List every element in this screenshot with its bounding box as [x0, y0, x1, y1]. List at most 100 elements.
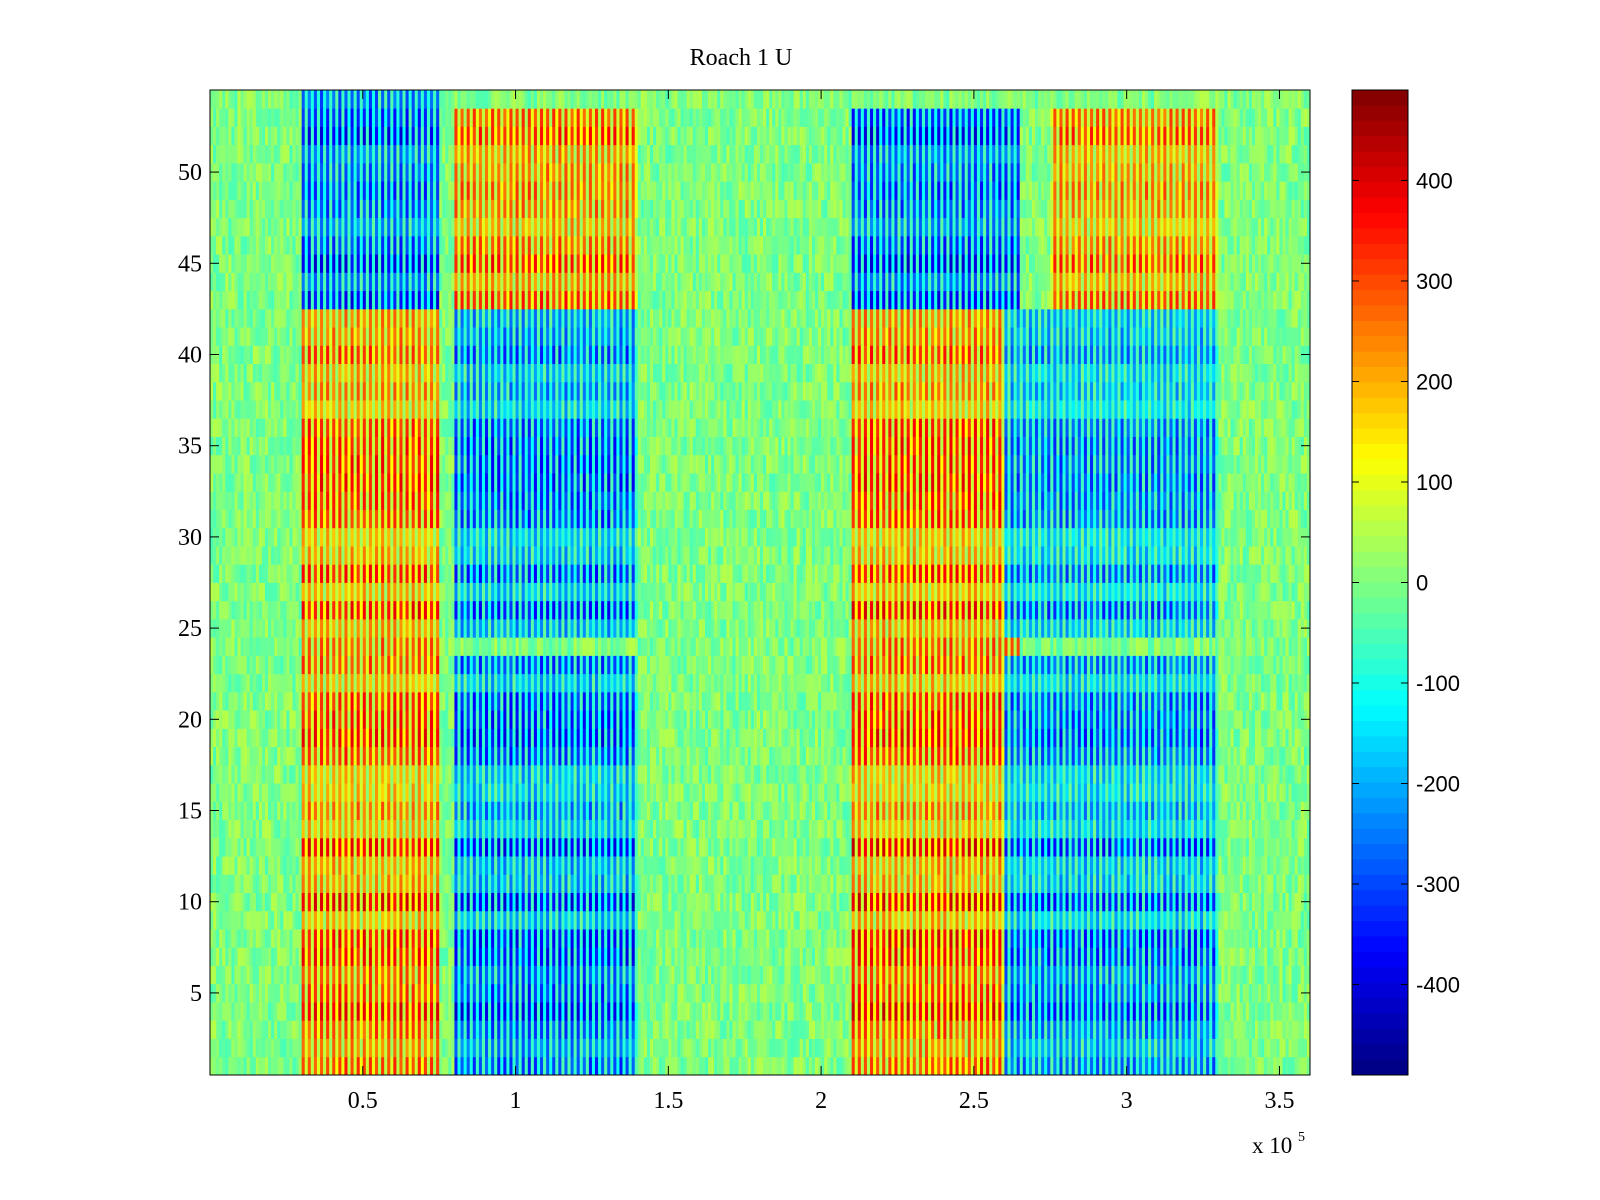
heatmap-cell: [228, 947, 232, 966]
heatmap-cell: [842, 874, 846, 893]
heatmap-cell: [359, 1056, 364, 1076]
heatmap-cell: [607, 819, 611, 839]
chart-title: Roach 1 U: [690, 45, 793, 71]
heatmap-cell: [420, 819, 425, 839]
heatmap-cell: [992, 1020, 996, 1039]
heatmap-cell: [1068, 837, 1073, 857]
heatmap-cell: [698, 910, 703, 930]
heatmap-cell: [1270, 856, 1274, 875]
heatmap-cell: [356, 874, 361, 893]
heatmap-cell: [683, 1038, 688, 1058]
heatmap-cell: [1007, 856, 1011, 875]
heatmap-cell: [237, 1002, 241, 1021]
heatmap-cell: [796, 1038, 801, 1058]
heatmap-cell: [515, 929, 520, 948]
heatmap-cell: [735, 965, 740, 985]
heatmap-cell: [1114, 965, 1118, 985]
heatmap-cell: [1080, 1020, 1085, 1039]
heatmap-cell: [1221, 1038, 1225, 1058]
heatmap-cell: [662, 1020, 666, 1039]
heatmap-cell: [231, 892, 235, 912]
heatmap-cell: [882, 1020, 886, 1039]
heatmap-cell: [457, 910, 461, 930]
heatmap-cell: [1065, 1056, 1070, 1076]
heatmap-cell: [821, 819, 825, 839]
heatmap-cell: [430, 1038, 434, 1058]
heatmap-cell: [399, 965, 403, 985]
heatmap-cell: [573, 1038, 578, 1058]
heatmap-cell: [1273, 965, 1277, 985]
heatmap-cell: [445, 1020, 449, 1039]
heatmap-cell: [662, 983, 666, 1003]
heatmap-cell: [879, 947, 883, 966]
heatmap-cell: [228, 819, 232, 839]
heatmap-cell: [210, 929, 214, 948]
heatmap-cell: [1270, 947, 1274, 966]
heatmap-cell: [1135, 929, 1140, 948]
heatmap-cell: [268, 1056, 272, 1076]
heatmap-cell: [808, 1020, 813, 1039]
heatmap-cell: [894, 947, 898, 966]
heatmap-cell: [368, 929, 373, 948]
heatmap-cell: [705, 856, 709, 875]
heatmap-cell: [1196, 837, 1201, 857]
heatmap-cell: [344, 1056, 348, 1076]
heatmap-cell: [1163, 983, 1167, 1003]
heatmap-cell: [897, 892, 901, 912]
heatmap-cell: [656, 1038, 660, 1058]
heatmap-cell: [316, 947, 321, 966]
heatmap-cell: [756, 1002, 761, 1021]
heatmap-cell: [417, 856, 422, 875]
heatmap-cell: [579, 837, 584, 857]
heatmap-cell: [1224, 892, 1228, 912]
heatmap-cell: [1276, 929, 1280, 948]
heatmap-cell: [763, 947, 767, 966]
heatmap-cell: [1114, 819, 1118, 839]
heatmap-cell: [882, 837, 886, 857]
heatmap-cell: [552, 1020, 556, 1039]
heatmap-cell: [604, 929, 608, 948]
heatmap-cell: [1096, 819, 1100, 839]
heatmap-cell: [313, 874, 318, 893]
heatmap-cell: [1035, 837, 1039, 857]
heatmap-cell: [918, 874, 923, 893]
heatmap-cell: [980, 837, 984, 857]
heatmap-cell: [445, 929, 449, 948]
heatmap-cell: [423, 856, 428, 875]
heatmap-cell: [598, 1038, 602, 1058]
heatmap-cell: [714, 929, 718, 948]
heatmap-cell: [546, 874, 550, 893]
heatmap-cell: [463, 837, 468, 857]
heatmap-cell: [946, 1038, 950, 1058]
heatmap-cell: [515, 983, 520, 1003]
heatmap-cell: [906, 874, 911, 893]
heatmap-cell: [634, 819, 639, 839]
heatmap-cell: [277, 892, 281, 912]
heatmap-cell: [833, 983, 837, 1003]
heatmap-cell: [900, 1038, 905, 1058]
heatmap-cell: [610, 1002, 614, 1021]
heatmap-cell: [481, 1038, 486, 1058]
heatmap-cell: [1111, 1038, 1115, 1058]
heatmap-cell: [619, 983, 623, 1003]
heatmap-cell: [1206, 1002, 1210, 1021]
heatmap-cell: [399, 910, 403, 930]
heatmap-cell: [937, 874, 941, 893]
heatmap-cell: [591, 837, 596, 857]
heatmap-cell: [436, 1056, 440, 1076]
heatmap-cell: [442, 1002, 446, 1021]
heatmap-cell: [320, 1020, 324, 1039]
heatmap-cell: [827, 819, 831, 839]
heatmap-cell: [738, 965, 743, 985]
heatmap-cell: [1196, 874, 1201, 893]
heatmap-cell: [955, 892, 960, 912]
heatmap-cell: [353, 1056, 358, 1076]
heatmap-cell: [402, 1038, 406, 1058]
heatmap-cell: [925, 965, 929, 985]
heatmap-cell: [570, 856, 575, 875]
heatmap-cell: [897, 910, 901, 930]
heatmap-cell: [1031, 910, 1036, 930]
heatmap-cell: [989, 874, 993, 893]
heatmap-cell: [1141, 892, 1146, 912]
